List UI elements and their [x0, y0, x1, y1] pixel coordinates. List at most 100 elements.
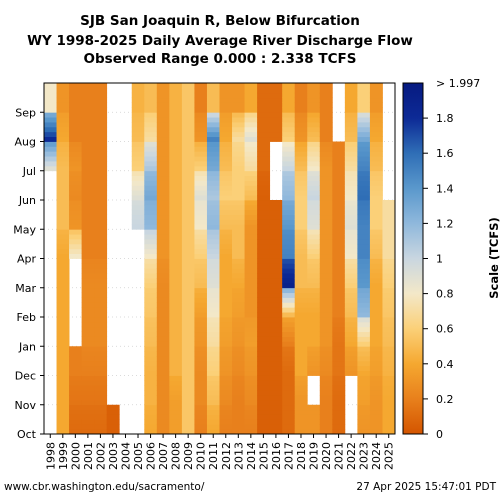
- heatmap-cell: [269, 312, 283, 318]
- heatmap-cell: [269, 409, 283, 415]
- heatmap-cell: [169, 200, 183, 206]
- heatmap-cell: [344, 229, 358, 235]
- heatmap-cell: [344, 263, 358, 269]
- heatmap-cell: [319, 356, 333, 362]
- heatmap-cell: [307, 409, 321, 415]
- heatmap-cell: [257, 229, 271, 235]
- heatmap-cell: [194, 190, 208, 196]
- heatmap-cell: [94, 317, 108, 323]
- year-label: 2005: [132, 442, 145, 470]
- heatmap-cell: [369, 282, 383, 289]
- year-label: 2007: [157, 442, 170, 470]
- heatmap-cell: [257, 161, 271, 167]
- heatmap-cell: [307, 268, 321, 274]
- heatmap-cell: [144, 146, 158, 152]
- heatmap-cell: [344, 117, 358, 123]
- heatmap-cell: [357, 346, 371, 352]
- heatmap-cell: [307, 234, 321, 240]
- colorbar-tick-label: 0: [436, 428, 443, 441]
- heatmap-cell: [232, 404, 245, 411]
- heatmap-cell: [44, 141, 57, 147]
- heatmap-cell: [56, 419, 70, 425]
- heatmap-cell: [219, 307, 233, 313]
- heatmap-cell: [81, 356, 95, 362]
- heatmap-cell: [294, 390, 308, 396]
- heatmap-cell: [369, 336, 383, 342]
- heatmap-cell: [257, 365, 271, 372]
- heatmap-cell: [257, 414, 271, 420]
- heatmap-cell: [131, 92, 145, 99]
- heatmap-cell: [169, 278, 183, 284]
- colorbar-tick-label: 0.4: [436, 358, 454, 371]
- heatmap-cell: [369, 253, 383, 259]
- year-label: 2001: [82, 442, 95, 470]
- heatmap-cell: [81, 165, 95, 172]
- heatmap-cell: [69, 351, 83, 357]
- heatmap-cell: [282, 312, 296, 318]
- heatmap-cell: [307, 92, 321, 99]
- heatmap-cell: [206, 356, 220, 362]
- heatmap-cell: [369, 380, 383, 386]
- heatmap-cell: [56, 346, 70, 352]
- heatmap-cell: [357, 151, 371, 157]
- heatmap-cell: [169, 360, 183, 367]
- heatmap-cell: [382, 234, 396, 240]
- heatmap-cell: [156, 312, 170, 318]
- heatmap-cell: [206, 131, 220, 138]
- heatmap-cell: [307, 107, 321, 113]
- heatmap-cell: [156, 336, 170, 342]
- heatmap-cell: [357, 170, 371, 177]
- heatmap-cell: [69, 136, 83, 142]
- heatmap-cell: [156, 112, 170, 118]
- heatmap-cell: [294, 195, 308, 201]
- heatmap-cell: [181, 214, 195, 220]
- heatmap-cell: [369, 180, 383, 186]
- heatmap-cell: [219, 287, 233, 294]
- month-label: Jun: [18, 194, 36, 207]
- heatmap-cell: [194, 122, 208, 128]
- heatmap-cell: [344, 151, 358, 157]
- heatmap-cell: [94, 273, 108, 279]
- heatmap-cell: [269, 307, 283, 313]
- heatmap-cell: [81, 365, 95, 372]
- heatmap-cell: [232, 356, 245, 362]
- heatmap-cell: [269, 341, 283, 347]
- heatmap-cell: [81, 341, 95, 347]
- heatmap-cell: [344, 102, 358, 108]
- heatmap-cell: [282, 302, 296, 308]
- heatmap-cell: [219, 365, 233, 372]
- heatmap-cell: [257, 165, 271, 172]
- heatmap-cell: [382, 224, 396, 230]
- heatmap-cell: [81, 273, 95, 279]
- heatmap-cell: [357, 390, 371, 396]
- colorbar-tick-label: 1.8: [436, 112, 454, 125]
- heatmap-cell: [369, 195, 383, 201]
- heatmap-cell: [369, 297, 383, 303]
- heatmap-cell: [282, 224, 296, 230]
- heatmap-cell: [194, 268, 208, 274]
- heatmap-cell: [144, 253, 158, 259]
- heatmap-cell: [156, 375, 170, 381]
- heatmap-cell: [156, 399, 170, 406]
- heatmap-cell: [369, 409, 383, 415]
- heatmap-cell: [131, 219, 145, 225]
- heatmap-cell: [282, 239, 296, 245]
- heatmap-cell: [69, 224, 83, 230]
- heatmap-cell: [332, 161, 346, 167]
- heatmap-cell: [382, 429, 396, 435]
- heatmap-cell: [131, 200, 145, 206]
- heatmap-cell: [294, 97, 308, 103]
- heatmap-cell: [382, 409, 396, 415]
- heatmap-cell: [244, 263, 258, 269]
- colorbar-tick-label: 1.2: [436, 217, 454, 230]
- title-line-1: SJB San Joaquin R, Below Bifurcation: [80, 13, 360, 29]
- heatmap-cell: [344, 190, 358, 196]
- heatmap-cell: [156, 424, 170, 430]
- heatmap-cell: [81, 292, 95, 298]
- heatmap-cell: [206, 336, 220, 342]
- heatmap-cell: [282, 151, 296, 157]
- heatmap-cell: [257, 370, 271, 376]
- heatmap-cell: [369, 419, 383, 425]
- heatmap-cell: [181, 351, 195, 357]
- heatmap-cell: [357, 102, 371, 108]
